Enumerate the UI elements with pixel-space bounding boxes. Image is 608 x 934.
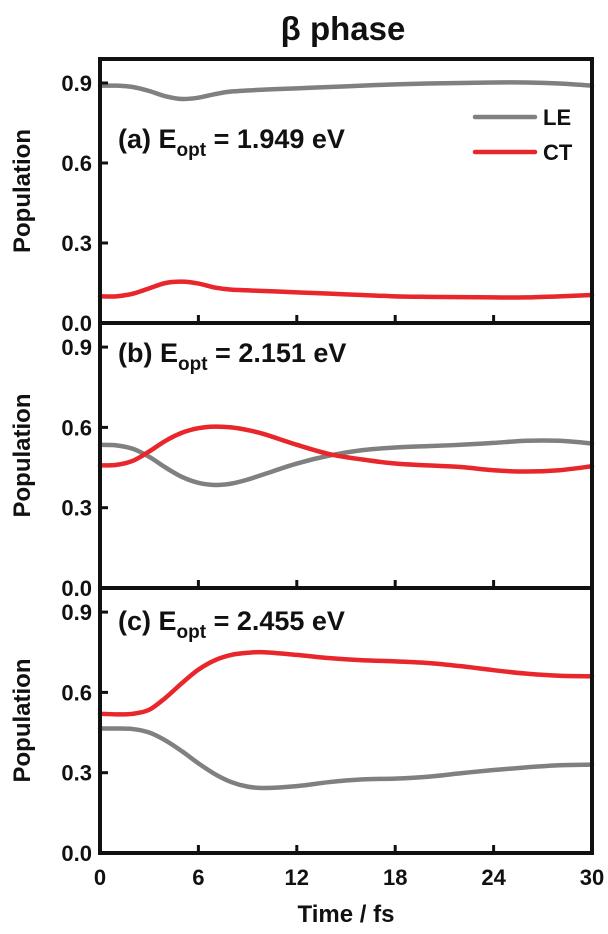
series-line-le [97,438,595,488]
y-tick-label: 0.3 [61,496,92,521]
y-axis-label: Population [9,394,36,518]
y-tick-label: 0.6 [61,680,92,705]
panel-frame [98,586,594,855]
panel-3: 0.0 0.3 0.6 0.9 Population (c) Eopt = 2.455 e… [9,586,595,866]
y-tick-label: 0.0 [61,311,92,336]
x-tick-label: 6 [192,865,204,890]
y-axis-label: Population [9,659,36,783]
x-tick-label: 12 [285,865,309,890]
y-tick-label: 0.9 [61,71,92,96]
y-tick-label: 0.6 [61,415,92,440]
y-tick-label: 0.0 [61,841,92,866]
y-tick-label: 0.6 [61,151,92,176]
panel-annotation: (b) Eopt = 2.151 eV [118,338,346,375]
y-tick-label: 0.9 [61,335,92,360]
panel-annotation: (a) Eopt = 1.949 eV [118,124,345,161]
y-tick-label: 0.3 [61,231,92,256]
series-line-ct [97,649,595,717]
y-tick-label: 0.9 [61,600,92,625]
x-tick-label: 18 [383,865,407,890]
x-axis-label: Time / fs [298,901,395,928]
panel-annotation: (c) Eopt = 2.455 eV [118,606,345,643]
series-line-le [97,726,595,791]
series-line-le [97,80,595,102]
panel-2: 0.0 0.3 0.6 0.9 Population (b) Eopt = 2.151 e… [9,321,595,601]
series-line-ct [97,424,595,474]
y-tick-label: 0.0 [61,576,92,601]
y-axis-label: Population [9,129,36,253]
panels-group: 0.0 0.3 0.6 0.9 Population (a) Eopt = 1.949 e… [9,57,604,890]
panel-1: 0.0 0.3 0.6 0.9 Population (a) Eopt = 1.949 e… [9,57,595,336]
legend: LE CT [472,105,573,165]
legend-label-le: LE [543,105,571,130]
y-tick-label: 0.3 [61,761,92,786]
series-line-ct [97,279,595,300]
chart-title: β phase [281,10,406,47]
x-tick-label: 30 [580,865,604,890]
x-tick-label: 0 [94,865,106,890]
x-tick-label: 24 [481,865,506,890]
legend-label-ct: CT [543,140,573,165]
